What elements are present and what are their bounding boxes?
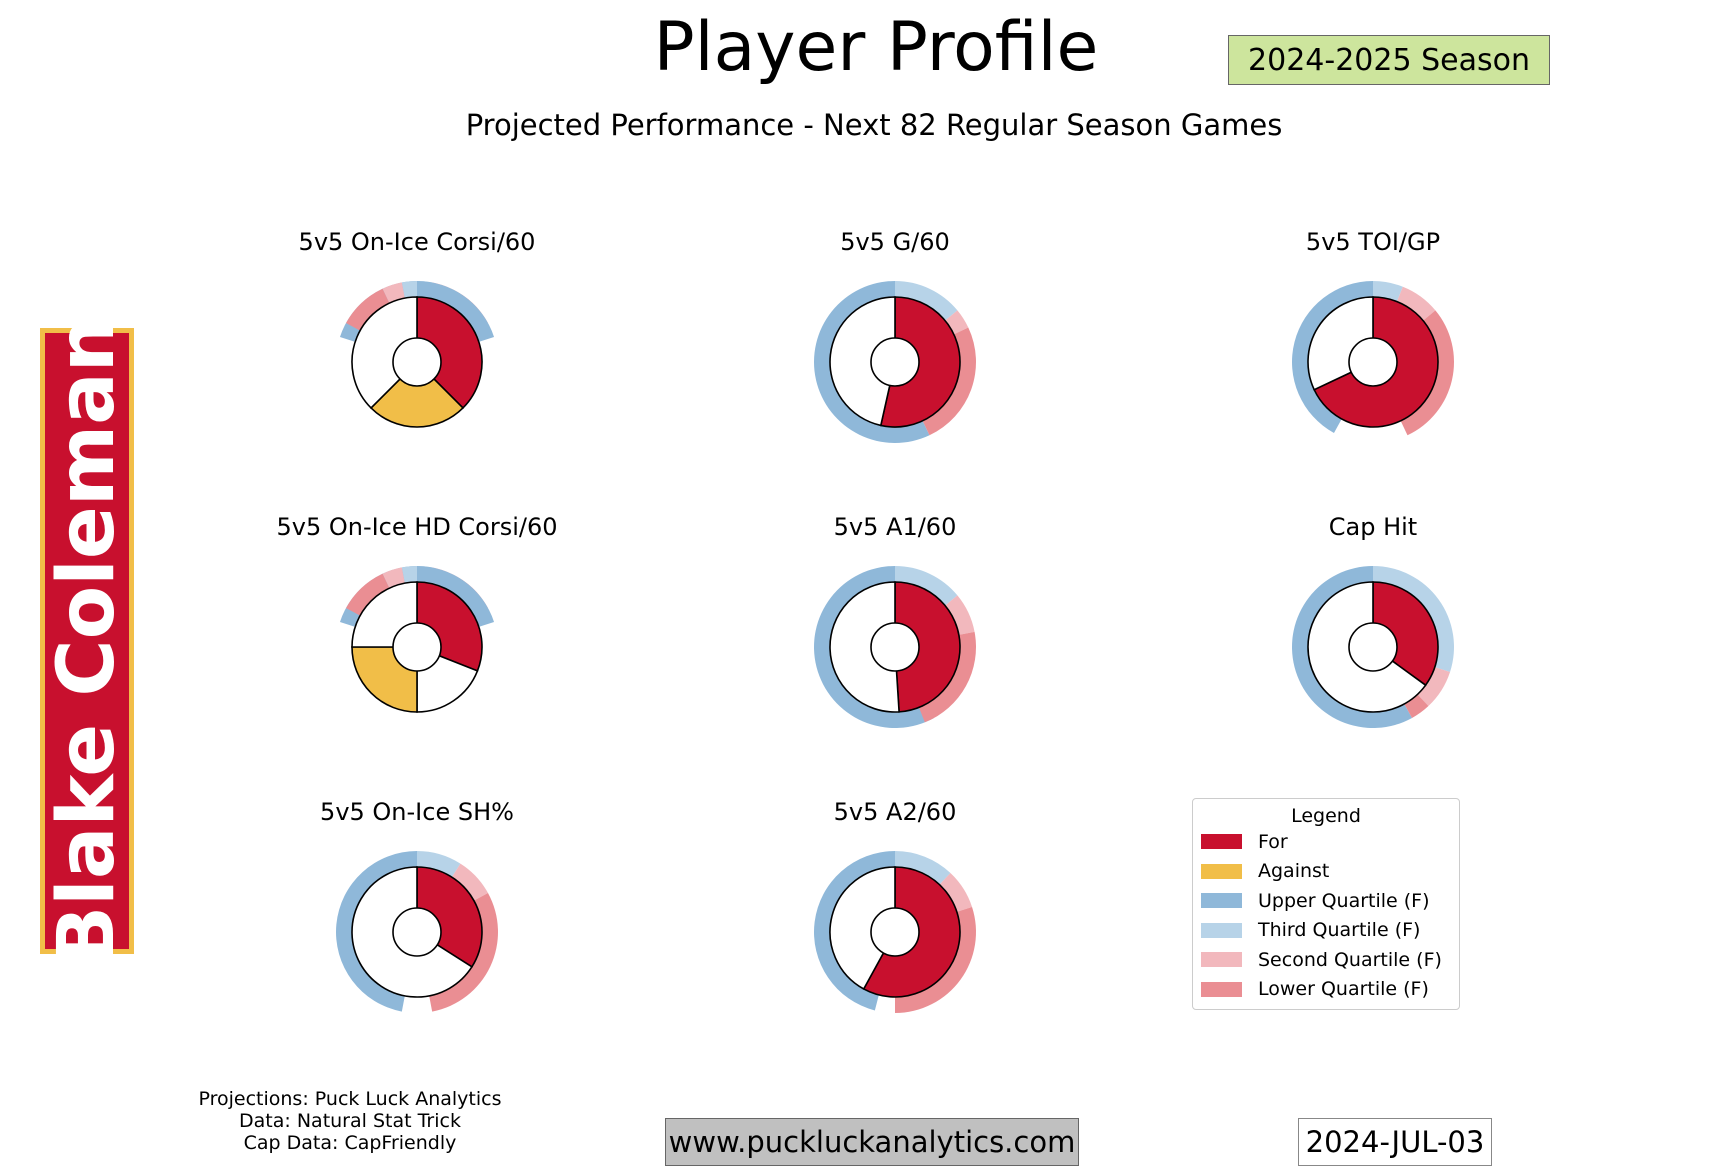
donut-hole (1348, 337, 1398, 387)
pie-slice (369, 360, 465, 428)
pie-slice (894, 581, 961, 713)
quartile-ring-segment (346, 288, 390, 331)
credit-data: Data: Natural Stat Trick (239, 1110, 461, 1132)
donut-hole (870, 337, 920, 387)
quartile-ring-segment (1373, 566, 1454, 673)
legend-item: For (1193, 827, 1459, 857)
legend-title: Legend (1291, 805, 1361, 827)
legend-swatch (1201, 863, 1242, 879)
legend-items: For Against Upper Quartile (F) Third Quarti… (1193, 827, 1459, 1004)
quartile-ring-segment (895, 566, 958, 606)
season-badge: 2024-2025 Season (1228, 35, 1550, 85)
legend-label: Against (1258, 860, 1330, 883)
chart-title: Cap Hit (1329, 513, 1417, 541)
chart-title: 5v5 A2/60 (834, 798, 957, 826)
credit-projections: Projections: Puck Luck Analytics (198, 1088, 502, 1110)
quartile-ring-segment (1373, 281, 1403, 302)
legend-swatch (1201, 922, 1242, 938)
legend: Legend For Against Upper Quartile (F) Third… (1192, 798, 1460, 1010)
donut-hole (392, 907, 442, 957)
legend-item: Third Quartile (F) (1193, 916, 1459, 946)
donut-chart: 5v5 On-Ice SH% (320, 798, 514, 1012)
quartile-ring-segment (895, 906, 976, 1013)
legend-swatch (1201, 834, 1242, 850)
donut-chart: Cap Hit (1292, 513, 1454, 728)
donut-hole (1348, 622, 1398, 672)
chart-title: 5v5 On-Ice HD Corsi/60 (276, 513, 557, 541)
quartile-ring-segment (451, 863, 488, 901)
donut-hole (392, 622, 442, 672)
quartile-ring-segment (417, 281, 495, 342)
pie-slice (829, 296, 896, 427)
donut-chart: 5v5 A2/60 (814, 798, 976, 1013)
chart-title: 5v5 A1/60 (834, 513, 957, 541)
legend-swatch (1201, 981, 1242, 997)
legend-item: Second Quartile (F) (1193, 945, 1459, 975)
legend-label: Second Quartile (F) (1258, 948, 1442, 971)
quartile-ring-segment (1292, 281, 1373, 433)
legend-label: For (1258, 830, 1288, 853)
chart-title: 5v5 G/60 (840, 228, 950, 256)
legend-item: Lower Quartile (F) (1193, 975, 1459, 1005)
legend-label: Lower Quartile (F) (1258, 978, 1429, 1001)
donut-chart: 5v5 On-Ice Corsi/60 (299, 228, 536, 428)
legend-label: Third Quartile (F) (1258, 919, 1421, 942)
pie-slice (879, 296, 961, 428)
quartile-ring-segment (336, 851, 417, 1012)
legend-swatch (1201, 893, 1242, 909)
donut-chart: 5v5 TOI/GP (1292, 228, 1454, 436)
quartile-ring-segment (939, 872, 973, 912)
quartile-ring-segment (401, 281, 417, 299)
quartile-ring-segment (382, 567, 405, 589)
pie-slice (829, 581, 900, 713)
quartile-ring-segment (346, 573, 390, 616)
credits: Projections: Puck Luck Analytics Data: N… (150, 1088, 550, 1154)
website-link[interactable]: www.puckluckanalytics.com (665, 1118, 1079, 1166)
donut-chart: 5v5 A1/60 (814, 513, 976, 728)
quartile-ring-segment (1396, 286, 1436, 321)
donut-hole (870, 907, 920, 957)
quartile-ring-segment (814, 851, 895, 1011)
quartile-ring-segment (382, 282, 405, 304)
donut-chart: 5v5 On-Ice HD Corsi/60 (276, 513, 558, 713)
legend-item: Against (1193, 857, 1459, 887)
player-banner: Blake Coleman (40, 317, 134, 965)
pie-slice (1372, 581, 1439, 687)
page-title: Player Profile (653, 8, 1099, 87)
legend-item: Upper Quartile (F) (1193, 886, 1459, 916)
credit-cap: Cap Data: CapFriendly (243, 1132, 457, 1154)
donut-chart: 5v5 G/60 (813, 228, 976, 443)
chart-title: 5v5 TOI/GP (1306, 228, 1440, 256)
quartile-ring-segment (922, 327, 976, 436)
quartile-ring-segment (1400, 310, 1454, 436)
quartile-ring-segment (895, 281, 958, 321)
quartile-ring-segment (945, 595, 975, 635)
page-subtitle: Projected Performance - Next 82 Regular … (465, 108, 1283, 142)
pie-slice (351, 296, 418, 410)
date-badge: 2024-JUL-03 (1298, 1118, 1492, 1166)
quartile-ring-segment (895, 851, 951, 885)
pie-slice (829, 866, 896, 991)
quartile-ring-segment (417, 851, 461, 878)
legend-label: Upper Quartile (F) (1258, 889, 1430, 912)
legend-swatch (1201, 952, 1242, 968)
pie-slice (416, 296, 483, 410)
quartile-ring-segment (429, 892, 498, 1012)
quartile-ring-segment (813, 281, 930, 443)
donut-hole (392, 337, 442, 387)
quartile-ring-segment (417, 566, 495, 627)
donut-hole (870, 622, 920, 672)
chart-title: 5v5 On-Ice Corsi/60 (299, 228, 536, 256)
quartile-ring-segment (1417, 667, 1451, 707)
quartile-ring-segment (401, 566, 417, 584)
chart-title: 5v5 On-Ice SH% (320, 798, 514, 826)
